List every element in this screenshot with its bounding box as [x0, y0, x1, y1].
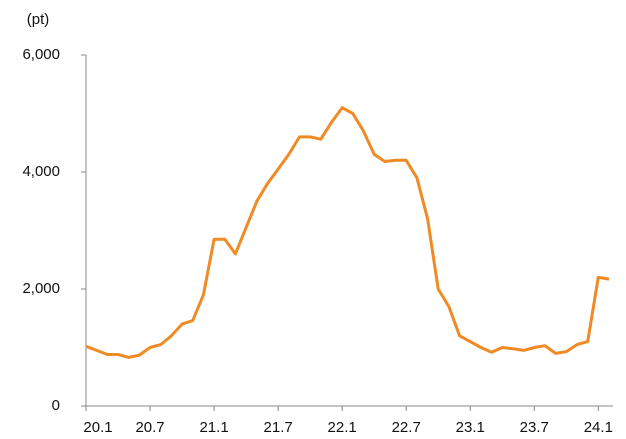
x-tick-label: 21.7 — [264, 419, 293, 436]
x-tick-label: 21.1 — [199, 419, 228, 436]
y-tick-label: 0 — [52, 397, 60, 414]
y-tick-label: 6,000 — [22, 46, 60, 63]
x-tick-label: 20.7 — [135, 419, 164, 436]
line-series — [85, 106, 610, 359]
x-tick-label: 23.7 — [520, 419, 549, 436]
x-tick-label: 22.1 — [328, 419, 357, 436]
unit-label: (pt) — [27, 11, 50, 28]
y-tick-label: 4,000 — [22, 163, 60, 180]
x-tick-label: 22.7 — [392, 419, 421, 436]
y-tick-label: 2,000 — [22, 280, 60, 297]
x-tick-label: 24.1 — [584, 419, 613, 436]
x-tick-label: 20.1 — [83, 419, 112, 436]
x-tick-label: 23.1 — [456, 419, 485, 436]
